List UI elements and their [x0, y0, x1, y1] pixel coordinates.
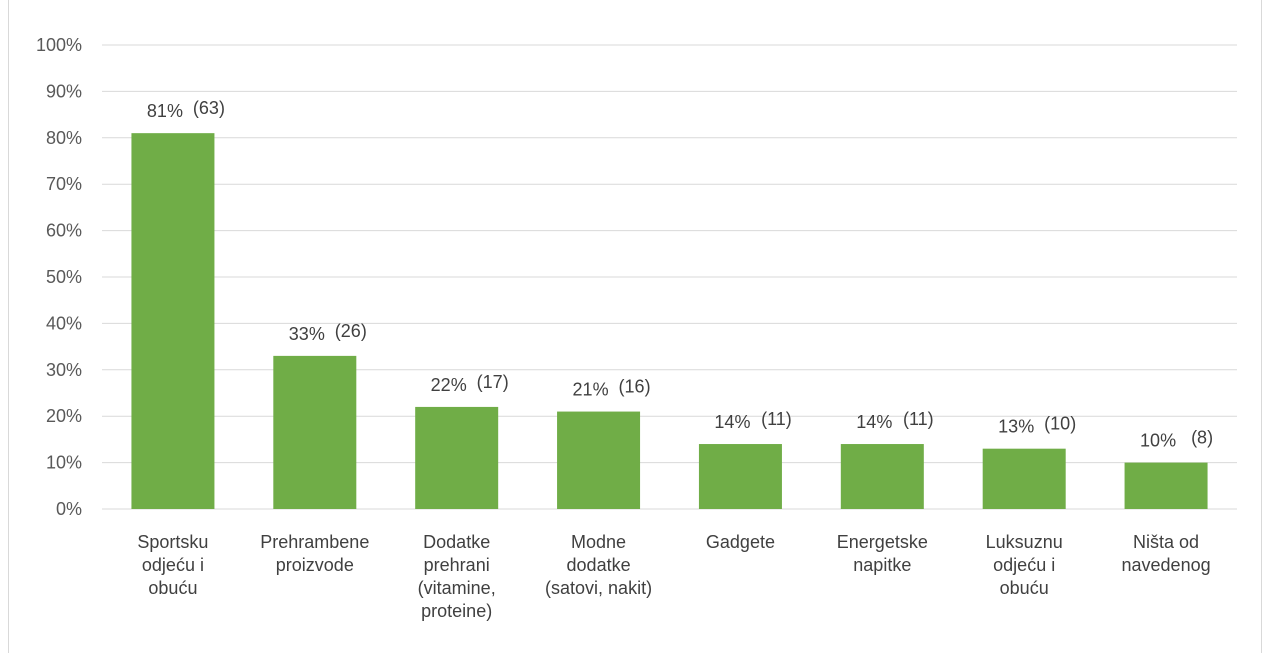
bar-value-label: 33% — [289, 324, 325, 344]
y-tick-label: 10% — [46, 453, 82, 473]
x-category-label-line: Sportsku — [137, 532, 208, 552]
bar-count-label: (17) — [477, 372, 509, 392]
x-category-label: Dodatke prehrani (vitamine, proteine) — [418, 532, 496, 621]
bar — [131, 133, 215, 509]
x-category-label-line: (vitamine, — [418, 578, 496, 598]
y-tick-label: 0% — [56, 499, 82, 519]
x-category-label-line: prehrani — [424, 555, 490, 575]
bar-count-label: (11) — [903, 409, 934, 429]
y-tick-label: 60% — [46, 221, 82, 241]
bar-value-label: 22% — [431, 375, 467, 395]
bar-value-label: 14% — [714, 412, 750, 432]
x-category-label: Gadgete — [706, 532, 775, 552]
bar — [982, 448, 1066, 509]
x-category-label-line: napitke — [853, 555, 911, 575]
bar — [840, 444, 924, 509]
bar — [698, 444, 782, 509]
y-tick-label: 40% — [46, 313, 82, 333]
x-category-label: Modne dodatke (satovi, nakit) — [545, 532, 652, 598]
chart-frame-right — [1261, 0, 1262, 653]
gridlines — [102, 44, 1237, 510]
x-category-label-line: odjeću i — [993, 555, 1055, 575]
x-category-label-line: Dodatke — [423, 532, 490, 552]
x-category-label-line: proizvode — [276, 555, 354, 575]
y-tick-label: 50% — [46, 267, 82, 287]
x-category-label-line: Energetske — [837, 532, 928, 552]
bar-count-label: (11) — [761, 409, 792, 429]
category-labels: Sportsku odjeću i obuću Prehrambene proizvod… — [137, 532, 1210, 621]
bar-count-label: (16) — [619, 377, 651, 397]
y-tick-label: 90% — [46, 81, 82, 101]
x-category-label-line: dodatke — [567, 555, 631, 575]
x-category-label-line: Modne — [571, 532, 626, 552]
bar-value-label: 81% — [147, 101, 183, 121]
chart-frame-left — [8, 0, 9, 653]
bar-value-label: 10% — [1140, 431, 1176, 451]
x-category-label-line: Prehrambene — [260, 532, 369, 552]
x-category-label-line: obuću — [1000, 578, 1049, 598]
bar — [415, 406, 499, 509]
x-category-label: Sportsku odjeću i obuću — [137, 532, 208, 598]
bar — [557, 411, 641, 509]
bar-value-label: 21% — [573, 380, 609, 400]
x-category-label-line: Ništa od — [1133, 532, 1199, 552]
bar-count-label: (8) — [1191, 428, 1213, 448]
bar-count-label: (63) — [193, 98, 225, 118]
bar-value-label: 13% — [998, 417, 1034, 437]
x-category-label: Energetske napitke — [837, 532, 928, 575]
bar — [1124, 462, 1208, 509]
bar-value-label: 14% — [856, 412, 892, 432]
y-tick-label: 70% — [46, 174, 82, 194]
y-tick-label: 100% — [36, 35, 82, 55]
bars — [131, 133, 1208, 509]
x-category-label-line: Gadgete — [706, 532, 775, 552]
x-category-label: Luksuznu odjeću i obuću — [986, 532, 1063, 598]
data-labels: 81% (63) 33% (26) 22% (17) 21% (16) 14% (11) 14% (1… — [147, 98, 1213, 450]
x-category-label-line: odjeću i — [142, 555, 204, 575]
x-category-label: Ništa od navedenog — [1122, 532, 1211, 575]
y-tick-label: 80% — [46, 128, 82, 148]
y-tick-label: 20% — [46, 406, 82, 426]
x-category-label-line: proteine) — [421, 601, 492, 621]
y-tick-label: 30% — [46, 360, 82, 380]
x-category-label-line: Luksuznu — [986, 532, 1063, 552]
x-category-label-line: navedenog — [1122, 555, 1211, 575]
x-category-label-line: (satovi, nakit) — [545, 578, 652, 598]
bar — [273, 355, 357, 509]
x-category-label-line: obuću — [148, 578, 197, 598]
bar-count-label: (10) — [1044, 414, 1076, 434]
bar-count-label: (26) — [335, 321, 367, 341]
y-axis-ticks: 0% 10% 20% 30% 40% 50% 60% 70% 80% 90% 100% — [36, 35, 82, 519]
x-category-label: Prehrambene proizvode — [260, 532, 369, 575]
